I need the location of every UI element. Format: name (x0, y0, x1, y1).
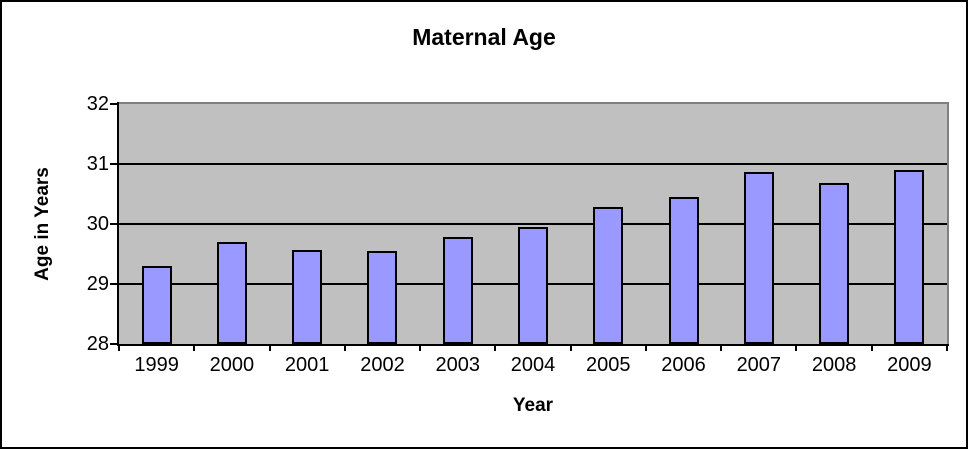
y-tick-label: 32 (86, 93, 109, 115)
x-axis-title: Year (512, 395, 554, 416)
x-tick-label: 2008 (811, 354, 857, 376)
x-tick-mark (494, 346, 497, 351)
x-tick-mark (118, 346, 120, 351)
chart-title: Maternal Age (412, 24, 556, 50)
bar-2008 (819, 183, 850, 344)
x-tick-label: 2004 (510, 354, 556, 376)
x-axis-line (117, 344, 949, 346)
bar-2007 (743, 171, 774, 344)
x-tick-mark (569, 346, 572, 351)
x-tick-mark (193, 346, 196, 351)
bar-2006 (668, 197, 699, 344)
bar-2004 (518, 227, 548, 344)
y-tick-label: 31 (86, 153, 109, 175)
x-tick-label: 2000 (209, 354, 255, 376)
x-tick-label: 2005 (586, 354, 631, 376)
x-tick-label: 2006 (661, 354, 706, 376)
x-tick-mark (268, 346, 271, 351)
x-tick-mark (644, 346, 647, 351)
bar-2003 (442, 237, 473, 344)
y-tick-label: 28 (86, 333, 109, 355)
x-tick-mark (870, 346, 873, 351)
x-tick-mark (720, 346, 723, 351)
bar-2000 (216, 242, 247, 344)
bar-1999 (141, 266, 172, 344)
bar-2005 (593, 207, 624, 344)
y-tick-mark (110, 223, 117, 225)
y-tick-label: 30 (86, 213, 109, 235)
bar-2002 (367, 251, 398, 344)
gridline-30 (119, 223, 947, 225)
y-tick-label: 29 (86, 273, 109, 295)
y-tick-mark (110, 343, 117, 345)
x-tick-label: 2001 (284, 354, 330, 376)
bar-2009 (894, 170, 925, 344)
gridline-31 (119, 163, 947, 165)
x-tick-label: 2009 (887, 354, 932, 376)
x-tick-label: 2003 (435, 354, 480, 376)
y-tick-mark (110, 103, 117, 105)
x-tick-mark (343, 346, 346, 351)
x-tick-mark (946, 346, 948, 351)
bar-2001 (292, 249, 323, 344)
x-tick-mark (795, 346, 798, 351)
x-tick-label: 1999 (134, 354, 179, 376)
y-tick-mark (110, 163, 117, 165)
y-axis-line (117, 102, 119, 346)
y-tick-mark (110, 283, 117, 285)
x-tick-label: 2007 (736, 354, 782, 376)
x-tick-mark (419, 346, 422, 351)
x-tick-label: 2002 (360, 354, 405, 376)
